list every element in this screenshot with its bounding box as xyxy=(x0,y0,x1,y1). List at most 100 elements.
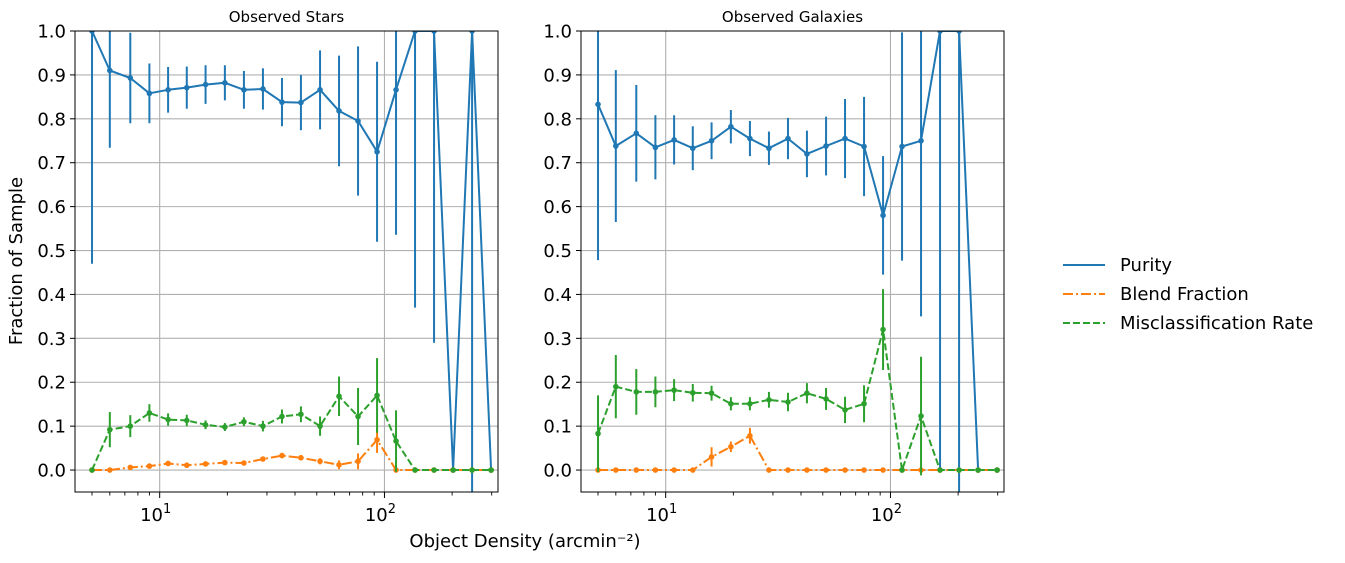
data-point xyxy=(842,135,848,142)
data-point xyxy=(671,467,677,473)
data-point xyxy=(613,467,619,473)
data-point xyxy=(469,31,475,34)
data-point xyxy=(689,467,696,473)
data-point xyxy=(613,383,619,390)
series-line-purity xyxy=(91,31,493,471)
data-point xyxy=(937,467,943,473)
data-point xyxy=(747,135,753,142)
x-tick-base: 10 xyxy=(140,505,163,526)
data-point xyxy=(279,413,285,420)
x-tick-exponent: 2 xyxy=(894,502,902,517)
data-point xyxy=(317,458,323,465)
data-point xyxy=(708,137,715,144)
plot-area xyxy=(89,31,494,492)
x-tick-label: 102 xyxy=(871,502,902,526)
series-line-misclassification xyxy=(597,328,998,471)
axes-frame xyxy=(74,30,499,493)
data-point xyxy=(374,392,380,399)
data-point xyxy=(994,467,1000,473)
panel-title: Observed Galaxies xyxy=(722,8,863,26)
series-purity xyxy=(595,31,1000,492)
data-point xyxy=(766,397,772,403)
data-point xyxy=(728,443,734,450)
data-point xyxy=(298,411,304,418)
data-point xyxy=(708,454,715,460)
data-point xyxy=(222,459,228,466)
data-point xyxy=(260,423,266,429)
data-point xyxy=(488,467,494,473)
data-point xyxy=(317,87,323,93)
y-tick-label: 0.1 xyxy=(37,417,66,438)
data-point xyxy=(956,467,962,473)
data-point xyxy=(336,108,342,114)
data-point xyxy=(689,389,696,396)
data-point xyxy=(785,135,791,142)
y-tick-label: 0.7 xyxy=(543,153,572,174)
y-tick-label: 0.4 xyxy=(543,285,572,306)
data-point xyxy=(823,396,829,402)
legend: Purity Blend Fraction Misclassification … xyxy=(1063,255,1313,334)
x-tick-base: 10 xyxy=(646,505,669,526)
data-point xyxy=(861,400,867,407)
data-point xyxy=(127,75,134,81)
data-point xyxy=(431,467,437,473)
data-point xyxy=(861,143,867,150)
y-tick-label: 0.8 xyxy=(37,109,66,130)
data-point xyxy=(899,467,905,473)
axes-frame xyxy=(580,30,1005,493)
data-point xyxy=(804,467,810,473)
data-point xyxy=(728,400,734,407)
data-point xyxy=(279,452,285,459)
series-misclassification xyxy=(595,289,1000,476)
data-point xyxy=(183,462,190,469)
data-point xyxy=(127,423,134,429)
legend-label-blend: Blend Fraction xyxy=(1120,284,1249,305)
y-tick-label: 0.3 xyxy=(37,329,66,350)
data-point xyxy=(355,413,361,420)
data-point xyxy=(336,393,342,400)
x-tick-exponent: 2 xyxy=(388,502,396,517)
data-point xyxy=(89,467,95,473)
data-point xyxy=(107,467,113,473)
x-axis-label: Object Density (arcmin⁻²) xyxy=(409,531,640,552)
y-tick-label: 0.8 xyxy=(543,109,572,130)
data-point xyxy=(146,410,153,416)
data-point xyxy=(374,436,380,443)
data-point xyxy=(107,426,113,433)
x-tick-exponent: 1 xyxy=(163,502,171,517)
data-point xyxy=(146,90,153,97)
x-tick-base: 10 xyxy=(365,505,388,526)
data-point xyxy=(355,118,361,124)
data-point xyxy=(708,390,715,397)
data-point xyxy=(412,467,418,473)
x-tick-label: 101 xyxy=(140,502,171,526)
data-point xyxy=(804,390,810,397)
y-tick-label: 0.7 xyxy=(37,153,66,174)
y-tick-label: 0.2 xyxy=(37,373,66,394)
data-point xyxy=(633,389,640,395)
y-tick-label: 0.0 xyxy=(543,461,572,482)
data-point xyxy=(165,460,171,467)
data-point xyxy=(222,424,228,430)
panel-title: Observed Stars xyxy=(229,8,345,26)
data-point xyxy=(374,148,380,155)
data-point xyxy=(222,80,228,86)
data-point xyxy=(918,413,924,419)
data-point xyxy=(880,326,886,333)
data-point xyxy=(823,467,829,473)
data-point xyxy=(279,99,285,105)
data-point xyxy=(393,438,399,444)
y-tick-label: 0.5 xyxy=(543,241,572,262)
data-point xyxy=(671,137,677,143)
data-point xyxy=(785,399,791,405)
data-point xyxy=(766,145,772,152)
y-tick-label: 0.6 xyxy=(543,197,572,218)
x-tick-exponent: 1 xyxy=(669,502,677,517)
data-point xyxy=(633,467,640,473)
data-point xyxy=(241,460,247,466)
data-point xyxy=(165,87,171,93)
data-point xyxy=(842,407,848,413)
data-point xyxy=(202,422,209,428)
